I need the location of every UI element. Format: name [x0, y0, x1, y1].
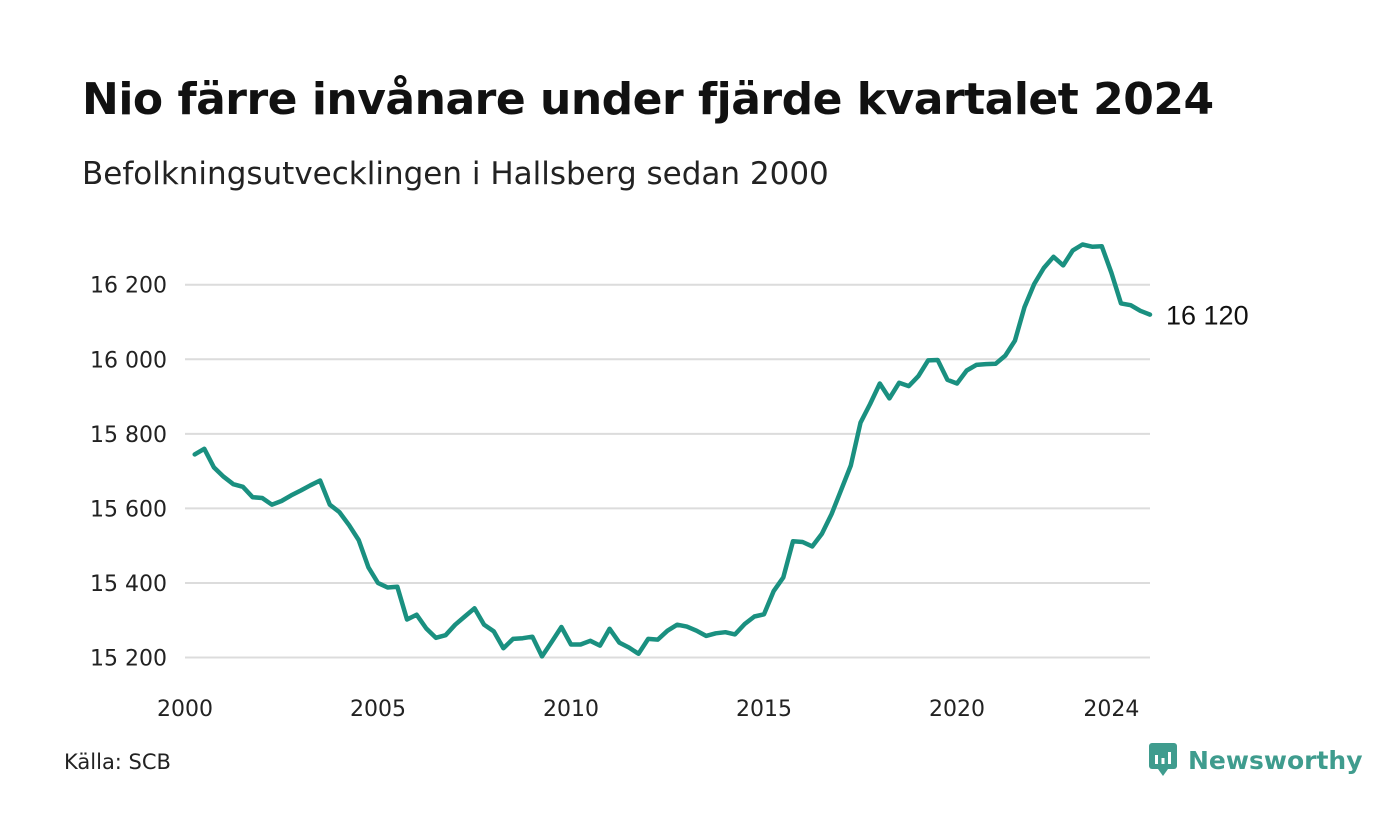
x-tick-label: 2020	[929, 697, 985, 722]
series-line	[192, 242, 1153, 659]
brand-name: Newsworthy	[1188, 745, 1363, 775]
x-tick-label: 2005	[350, 697, 406, 722]
x-tick-label: 2015	[736, 697, 792, 722]
y-tick-label: 15 200	[90, 647, 167, 672]
y-tick-label: 16 200	[90, 274, 167, 299]
brand-logo[interactable]: Newsworthy	[1148, 742, 1363, 778]
source-note: Källa: SCB	[64, 750, 171, 774]
chart-title: Nio färre invånare under fjärde kvartale…	[82, 74, 1214, 125]
y-tick-label: 15 600	[90, 497, 167, 522]
chart-subtitle: Befolkningsutvecklingen i Hallsberg seda…	[82, 156, 829, 192]
y-tick-label: 15 400	[90, 572, 167, 597]
x-tick-label: 2000	[157, 697, 213, 722]
y-tick-label: 15 800	[90, 423, 167, 448]
x-tick-label: 2024	[1083, 697, 1139, 722]
end-value-label: 16 120	[1166, 301, 1249, 331]
newsworthy-logo-icon	[1148, 742, 1178, 778]
y-tick-label: 16 000	[90, 348, 167, 373]
x-tick-label: 2010	[543, 697, 599, 722]
